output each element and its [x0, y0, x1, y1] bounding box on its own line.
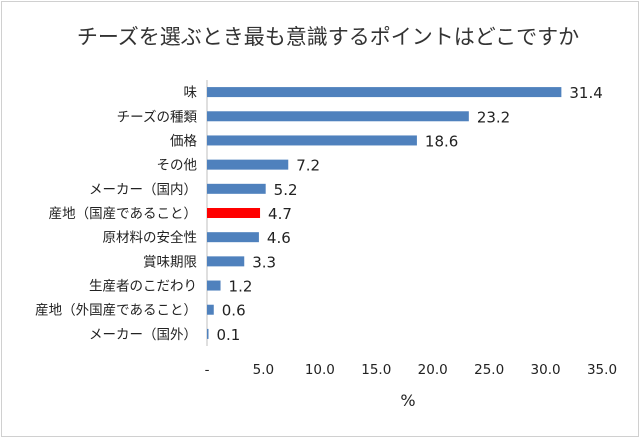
x-tick-label: 25.0: [474, 362, 504, 378]
x-tick-label: 30.0: [531, 362, 561, 378]
category-label: チーズの種類: [117, 109, 198, 125]
data-label: 1.2: [229, 278, 253, 296]
data-label: 3.3: [252, 253, 276, 271]
category-label: 産地（外国産であること）: [35, 303, 197, 319]
category-label: 生産者のこだわり: [89, 279, 197, 295]
x-tick-label: 15.0: [361, 362, 391, 378]
x-tick-label: 35.0: [587, 362, 617, 378]
category-label: 味: [184, 85, 198, 101]
bar: [207, 159, 289, 170]
bar: [207, 232, 259, 243]
category-label: メーカー（国内）: [89, 182, 197, 198]
bar: [207, 304, 214, 315]
data-label: 0.1: [217, 326, 241, 344]
category-label: その他: [157, 158, 198, 174]
bar: [207, 183, 266, 194]
bar: [207, 208, 261, 218]
data-label: 31.4: [569, 84, 602, 102]
category-label: 産地（国産であること）: [49, 206, 197, 222]
bar: [207, 280, 221, 291]
category-label: 賞味期限: [143, 254, 197, 270]
bar: [207, 111, 469, 122]
data-label: 23.2: [477, 108, 510, 126]
x-tick-label: 10.0: [305, 362, 335, 378]
category-label: メーカー（国外）: [89, 327, 197, 343]
x-tick-label: 5.0: [253, 362, 274, 378]
bar: [207, 135, 417, 146]
x-axis-label: %: [400, 391, 415, 410]
x-tick-label: -: [205, 362, 210, 378]
bar: [207, 328, 209, 339]
data-label: 4.6: [267, 229, 291, 247]
category-label: 原材料の安全性: [103, 229, 198, 246]
plot-area: 味 31.4 チーズの種類 23.2 価格 18.6 その他 7.2 メーカー（国内） 5.2 産地…: [35, 80, 617, 378]
chart-title: チーズを選ぶとき最も意識するポイントはどこですか: [77, 25, 579, 49]
data-label: 5.2: [274, 181, 298, 199]
data-label: 18.6: [425, 132, 458, 150]
data-label: 0.6: [222, 302, 246, 320]
bar: [207, 87, 562, 98]
x-tick-label: 20.0: [418, 362, 448, 378]
data-label: 4.7: [268, 205, 292, 223]
category-label: 価格: [170, 133, 197, 149]
bar: [207, 256, 245, 267]
data-label: 7.2: [296, 157, 320, 175]
